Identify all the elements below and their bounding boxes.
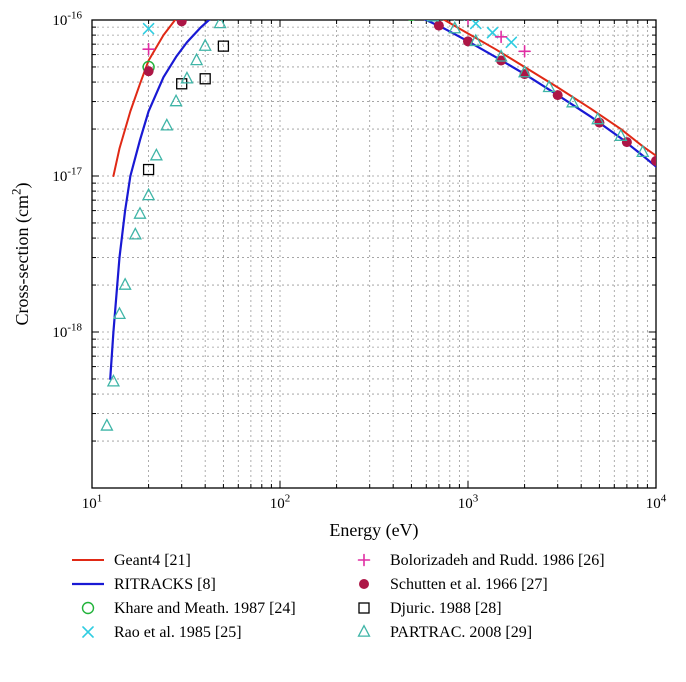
legend-label-khare: Khare and Meath. 1987 [24] [114, 600, 296, 617]
legend-label-ritracks: RITRACKS [8] [114, 576, 216, 593]
svg-text:Energy (eV): Energy (eV) [329, 520, 418, 541]
cross-section-chart: 10110210310410-1810-1710-16Energy (eV)Cr… [0, 0, 686, 682]
legend-label-geant4: Geant4 [21] [114, 552, 191, 569]
chart-container: 10110210310410-1810-1710-16Energy (eV)Cr… [0, 0, 686, 682]
legend-label-djuric: Djuric. 1988 [28] [390, 600, 502, 617]
legend-label-partrac: PARTRAC. 2008 [29] [390, 624, 532, 641]
legend-label-rao: Rao et al. 1985 [25] [114, 624, 242, 641]
legend-label-bolorizadeh: Bolorizadeh and Rudd. 1986 [26] [390, 552, 605, 569]
svg-text:Cross-section (cm2): Cross-section (cm2) [8, 183, 33, 326]
legend-label-schutten: Schutten et al. 1966 [27] [390, 576, 548, 593]
